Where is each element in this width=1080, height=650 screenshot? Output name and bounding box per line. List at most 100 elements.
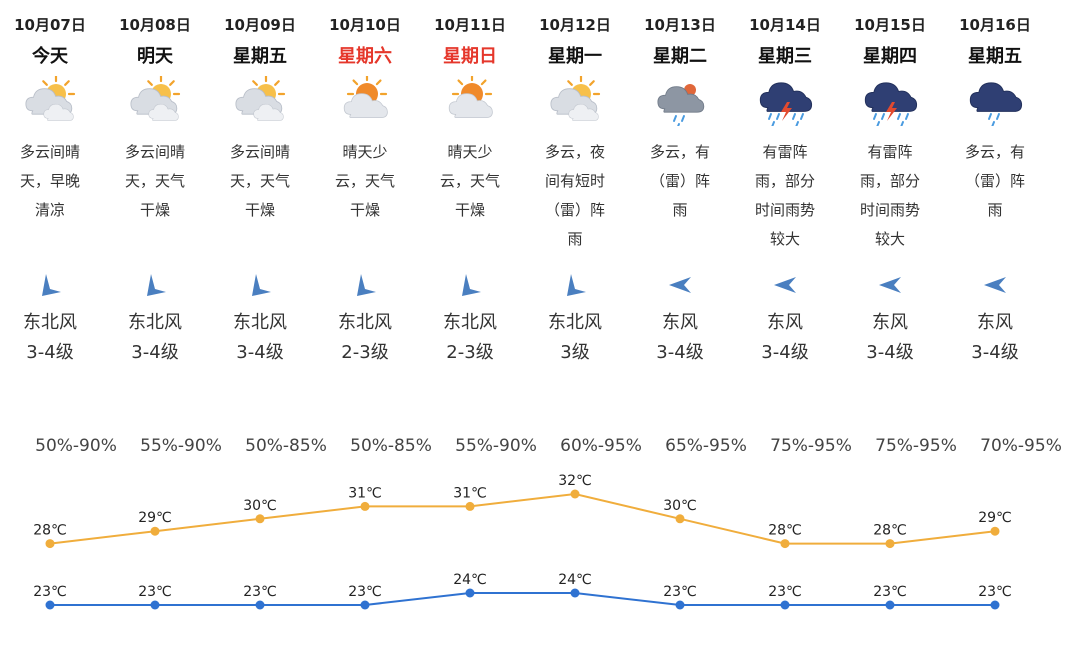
humidity-range: 75%-95% bbox=[875, 436, 957, 456]
wind-direction: 东北风 bbox=[443, 312, 497, 333]
humidity-range: 55%-90% bbox=[140, 436, 222, 456]
low-temp-label: 24℃ bbox=[453, 572, 487, 588]
high-temp-point bbox=[885, 539, 895, 549]
partly-cloudy-icon bbox=[547, 74, 603, 126]
partly-cloudy-icon bbox=[127, 74, 183, 126]
high-temp-label: 31℃ bbox=[348, 485, 382, 501]
wind-level: 3-4级 bbox=[761, 342, 809, 363]
wind-northeast-arrow-icon bbox=[352, 272, 378, 298]
weather-desc-line: 雨 bbox=[987, 201, 1003, 219]
forecast-day: 10月07日 今天 多云间晴 天，早晚 清凉 东北风 3-4级 bbox=[0, 0, 102, 380]
weather-desc-line: 多云间晴 bbox=[124, 143, 185, 161]
weather-desc-line: 雨 bbox=[567, 230, 583, 248]
weather-desc-line: 多云间晴 bbox=[19, 143, 80, 161]
day-name: 明天 bbox=[137, 46, 173, 67]
high-temp-line bbox=[49, 492, 996, 545]
weather-desc-line: 晴天少 bbox=[447, 143, 493, 161]
weather-desc-line: 较大 bbox=[874, 230, 905, 248]
low-temp-label: 23℃ bbox=[348, 584, 382, 600]
humidity-range: 60%-95% bbox=[560, 436, 642, 456]
high-temp-point bbox=[780, 539, 790, 549]
wind-east-arrow-icon bbox=[772, 272, 798, 298]
wind-level: 3-4级 bbox=[866, 342, 914, 363]
day-date: 10月14日 bbox=[749, 16, 821, 34]
day-date: 10月11日 bbox=[434, 16, 506, 34]
day-date: 10月09日 bbox=[224, 16, 296, 34]
day-name: 星期一 bbox=[548, 46, 602, 67]
weather-desc-line: 雨 bbox=[672, 201, 688, 219]
weather-desc-line: 云，天气 bbox=[334, 172, 395, 190]
humidity-range: 70%-95% bbox=[980, 436, 1062, 456]
day-name: 星期六 bbox=[338, 46, 392, 67]
thunderstorm-icon bbox=[862, 76, 918, 128]
wind-level: 3-4级 bbox=[26, 342, 74, 363]
forecast-day: 10月09日 星期五 多云间晴 天，天气 干燥 东北风 3-4级 bbox=[208, 0, 312, 380]
wind-northeast-arrow-icon bbox=[142, 272, 168, 298]
weather-desc-line: 云，天气 bbox=[439, 172, 500, 190]
wind-east-arrow-icon bbox=[667, 272, 693, 298]
low-temp-label: 23℃ bbox=[243, 584, 277, 600]
wind-direction: 东风 bbox=[662, 312, 698, 333]
weather-desc-line: 有雷阵 bbox=[867, 143, 913, 161]
day-name: 星期五 bbox=[233, 46, 287, 67]
wind-level: 2-3级 bbox=[446, 342, 494, 363]
low-temp-line bbox=[50, 592, 995, 606]
weather-desc-line: 时间雨势 bbox=[859, 201, 920, 219]
wind-level: 3-4级 bbox=[656, 342, 704, 363]
wind-level: 3-4级 bbox=[971, 342, 1019, 363]
weather-desc-line: 雨，部分 bbox=[754, 172, 815, 190]
forecast-day: 10月16日 星期五 多云，有 （雷）阵雨东风 3-4级 bbox=[943, 0, 1047, 380]
low-temp-label: 23℃ bbox=[768, 584, 802, 600]
wind-direction: 东北风 bbox=[128, 312, 182, 333]
high-temp-label: 32℃ bbox=[558, 473, 592, 489]
weather-desc-line: 雨，部分 bbox=[859, 172, 920, 190]
wind-northeast-arrow-icon bbox=[562, 272, 588, 298]
forecast-day: 10月10日 星期六 晴天少 云，天气 干燥 东北风 2-3级 bbox=[313, 0, 417, 380]
day-name: 星期日 bbox=[443, 46, 497, 67]
weather-description: 多云间晴 天，天气 干燥 bbox=[105, 138, 205, 225]
high-temp-point bbox=[675, 514, 685, 524]
high-temp-label: 30℃ bbox=[243, 498, 277, 514]
forecast-day: 10月14日 星期三 有雷阵 雨，部分 时间雨势 较大 东风 3-4级 bbox=[733, 0, 837, 380]
sunny-few-clouds-icon bbox=[442, 73, 498, 126]
humidity-range: 50%-85% bbox=[350, 436, 432, 456]
low-temp-point bbox=[255, 600, 265, 610]
wind-east-arrow-icon bbox=[982, 272, 1008, 298]
weather-description: 有雷阵 雨，部分 时间雨势 较大 bbox=[735, 138, 835, 254]
weather-desc-line: 干燥 bbox=[454, 201, 485, 219]
wind-direction: 东风 bbox=[767, 312, 803, 333]
weather-desc-line: 多云，夜 bbox=[544, 143, 605, 161]
day-name: 星期二 bbox=[653, 46, 707, 67]
low-temp-label: 23℃ bbox=[663, 584, 697, 600]
high-temp-point bbox=[45, 539, 55, 549]
low-temp-point bbox=[45, 600, 55, 610]
weather-desc-line: 多云，有 bbox=[649, 143, 710, 161]
day-name: 星期三 bbox=[758, 46, 812, 67]
low-temp-point bbox=[360, 600, 370, 610]
low-temp-label: 23℃ bbox=[138, 584, 172, 600]
low-temp-point bbox=[570, 588, 580, 598]
weather-description: 有雷阵雨，部分时间雨势较大 bbox=[840, 138, 940, 254]
wind-northeast-arrow-icon bbox=[247, 272, 273, 298]
day-date: 10月08日 bbox=[119, 16, 191, 34]
humidity-range: 65%-95% bbox=[665, 436, 747, 456]
wind-level: 3级 bbox=[560, 342, 590, 363]
partly-cloudy-icon bbox=[232, 74, 288, 126]
day-name: 星期五 bbox=[968, 46, 1022, 67]
day-date: 10月13日 bbox=[644, 16, 716, 34]
low-temp-point bbox=[990, 600, 1000, 610]
weather-desc-line: 时间雨势 bbox=[754, 201, 815, 219]
low-temp-label: 23℃ bbox=[873, 584, 907, 600]
weather-desc-line: （雷）阵 bbox=[544, 201, 605, 219]
weather-desc-line: 天，天气 bbox=[124, 172, 185, 190]
weather-desc-line: 清凉 bbox=[34, 201, 65, 219]
wind-northeast-arrow-icon bbox=[37, 272, 63, 298]
weather-desc-line: 干燥 bbox=[349, 201, 380, 219]
weather-desc-line: 天，早晚 bbox=[19, 172, 80, 190]
high-temp-point bbox=[570, 489, 580, 499]
humidity-range: 75%-95% bbox=[770, 436, 852, 456]
weather-desc-line: 间有短时 bbox=[544, 172, 605, 190]
thunderstorm-icon bbox=[757, 76, 813, 128]
weather-description: 晴天少 云，天气 干燥 bbox=[315, 138, 415, 225]
